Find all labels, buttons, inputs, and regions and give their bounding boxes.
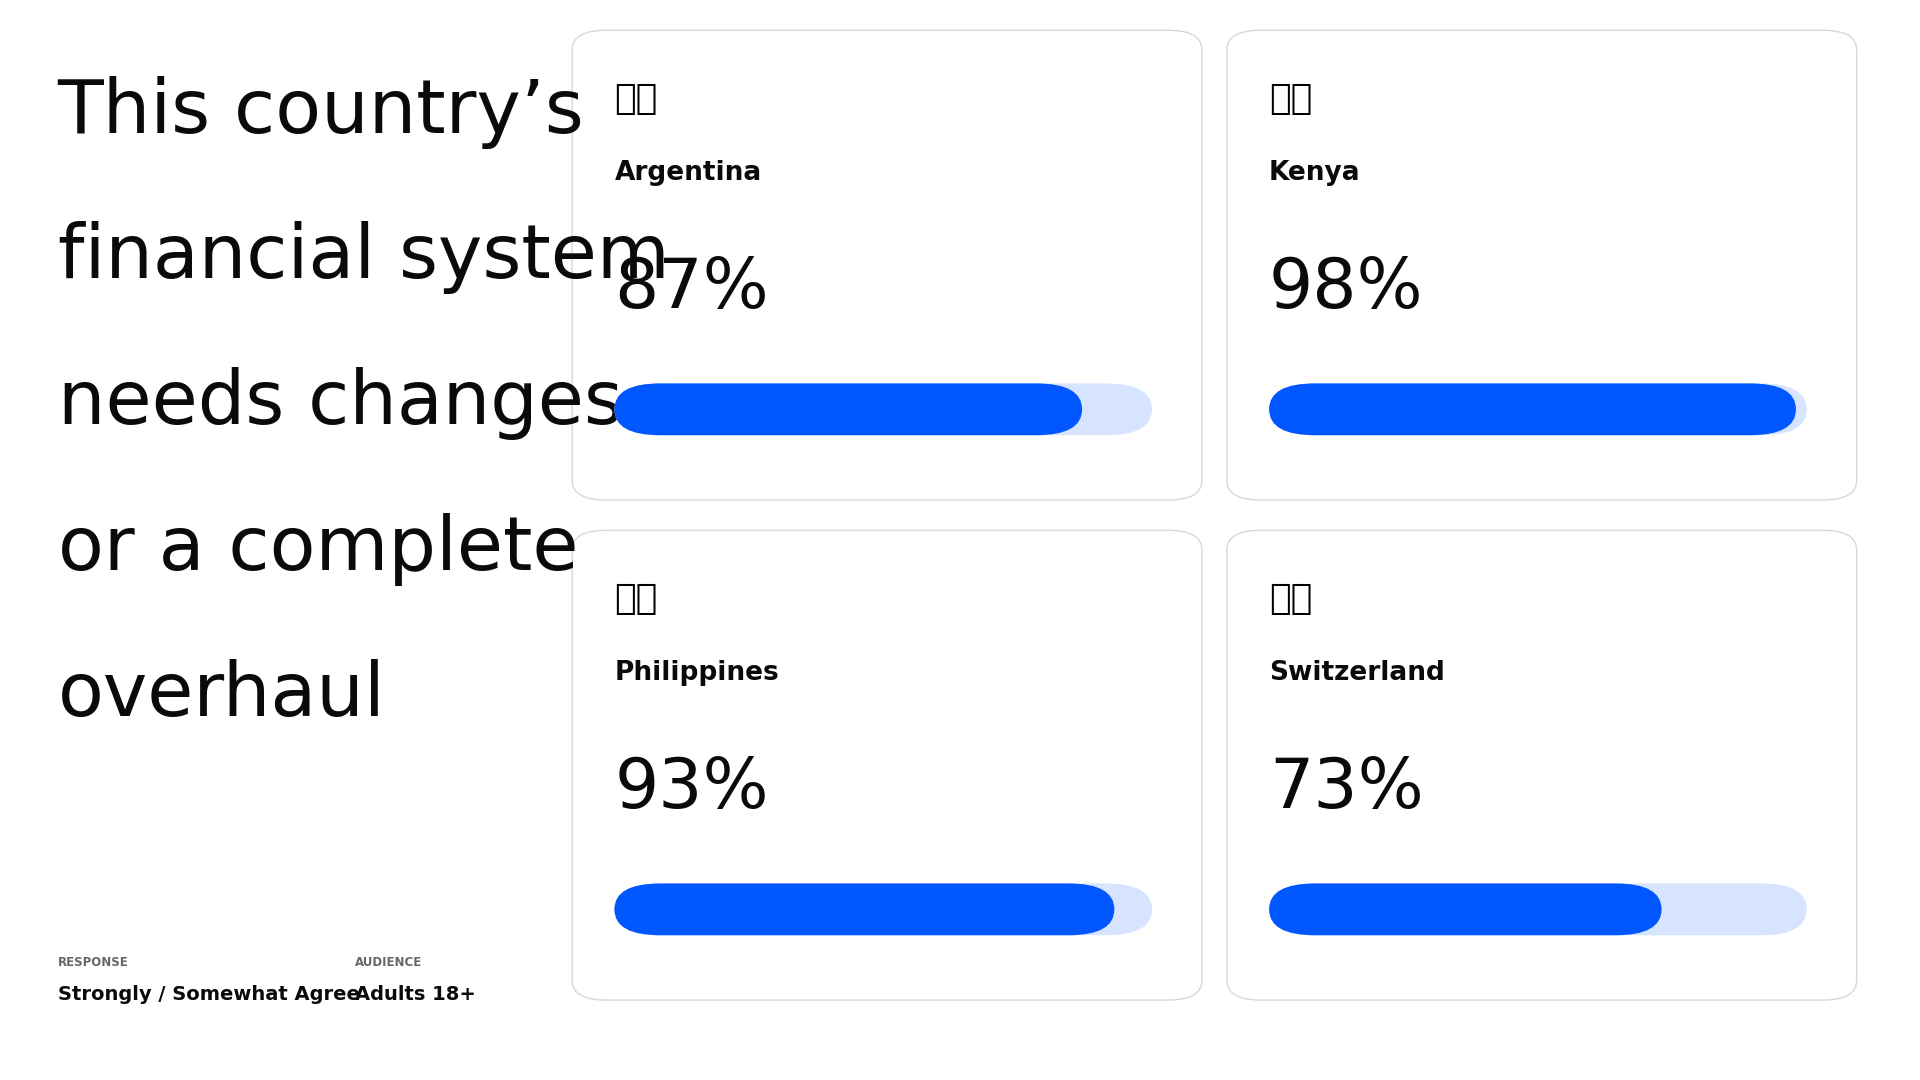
Text: This country’s: This country’s	[58, 76, 584, 149]
Text: 🇦🇷: 🇦🇷	[614, 82, 659, 116]
FancyBboxPatch shape	[1269, 383, 1795, 435]
Text: Argentina: Argentina	[614, 160, 762, 186]
Text: AUDIENCE: AUDIENCE	[355, 956, 422, 969]
FancyBboxPatch shape	[614, 883, 1114, 935]
Text: needs changes: needs changes	[58, 367, 622, 441]
Text: overhaul: overhaul	[58, 659, 386, 732]
Text: RESPONSE: RESPONSE	[58, 956, 129, 969]
FancyBboxPatch shape	[614, 383, 1083, 435]
FancyBboxPatch shape	[614, 383, 1152, 435]
Text: or a complete: or a complete	[58, 513, 578, 586]
Text: 🇰🇪: 🇰🇪	[1269, 82, 1313, 116]
Text: 93%: 93%	[614, 755, 770, 822]
FancyBboxPatch shape	[1269, 883, 1807, 935]
Text: Strongly / Somewhat Agree: Strongly / Somewhat Agree	[58, 985, 359, 1004]
FancyBboxPatch shape	[572, 530, 1202, 1000]
FancyBboxPatch shape	[1227, 530, 1857, 1000]
Text: financial system: financial system	[58, 221, 670, 295]
Text: 🇨🇭: 🇨🇭	[1269, 582, 1313, 616]
Text: 🇵🇭: 🇵🇭	[614, 582, 659, 616]
Text: 87%: 87%	[614, 255, 770, 322]
Text: Adults 18+: Adults 18+	[355, 985, 476, 1004]
FancyBboxPatch shape	[1269, 383, 1807, 435]
Text: 98%: 98%	[1269, 255, 1425, 322]
Text: Switzerland: Switzerland	[1269, 660, 1446, 686]
Text: Philippines: Philippines	[614, 660, 780, 686]
FancyBboxPatch shape	[1269, 883, 1661, 935]
Text: 73%: 73%	[1269, 755, 1425, 822]
FancyBboxPatch shape	[572, 30, 1202, 500]
FancyBboxPatch shape	[1227, 30, 1857, 500]
Text: Kenya: Kenya	[1269, 160, 1361, 186]
FancyBboxPatch shape	[614, 883, 1152, 935]
